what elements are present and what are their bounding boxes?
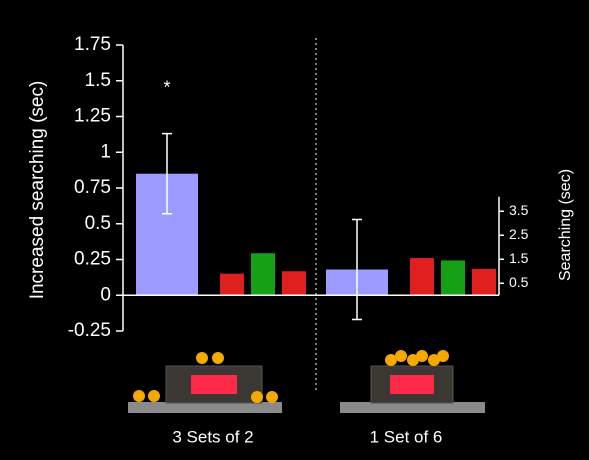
y2-tick-label: 1.5 — [509, 250, 529, 266]
y-tick-label: 1 — [100, 141, 111, 162]
bar — [441, 260, 465, 296]
ball — [251, 391, 263, 403]
illustration — [340, 350, 485, 413]
annotation: * — [163, 77, 170, 97]
illustration — [128, 352, 282, 413]
x-tick-label: 3 Sets of 2 — [172, 427, 253, 446]
y-axis-label: Increased searching (sec) — [27, 81, 48, 300]
y-tick-label: 1.75 — [74, 34, 111, 55]
error-bar — [352, 218, 362, 321]
ball — [133, 390, 145, 402]
ball — [395, 350, 407, 362]
y-tick-label: -0.25 — [68, 320, 111, 341]
ball — [148, 390, 160, 402]
box-window — [191, 375, 237, 394]
bar — [472, 268, 496, 296]
ball — [416, 350, 428, 362]
ball — [385, 354, 397, 366]
y-tick-label: 0.75 — [74, 177, 111, 198]
bar — [220, 273, 244, 296]
ball — [266, 391, 278, 403]
y-tick-label: 0 — [100, 284, 111, 305]
ball — [407, 354, 419, 366]
x-tick-label: 1 Set of 6 — [370, 427, 443, 446]
y-tick-label: 0.5 — [85, 213, 111, 234]
y-tick-label: 0.25 — [74, 249, 111, 270]
bar — [282, 271, 306, 296]
y-tick-label: 1.5 — [85, 70, 111, 91]
bar — [410, 258, 434, 296]
y2-tick-label: 3.5 — [509, 202, 529, 218]
ball — [212, 352, 224, 364]
platform — [340, 402, 485, 413]
y2-axis-label: Searching (sec) — [557, 169, 574, 281]
y-tick-label: 1.25 — [74, 106, 111, 127]
y2-tick-label: 2.5 — [509, 226, 529, 242]
bar — [251, 253, 275, 296]
error-bar — [162, 132, 172, 215]
ball — [428, 354, 440, 366]
ball — [437, 350, 449, 362]
ball — [196, 352, 208, 364]
y2-tick-label: 0.5 — [509, 274, 529, 290]
platform — [128, 402, 282, 413]
box-window — [390, 375, 434, 394]
